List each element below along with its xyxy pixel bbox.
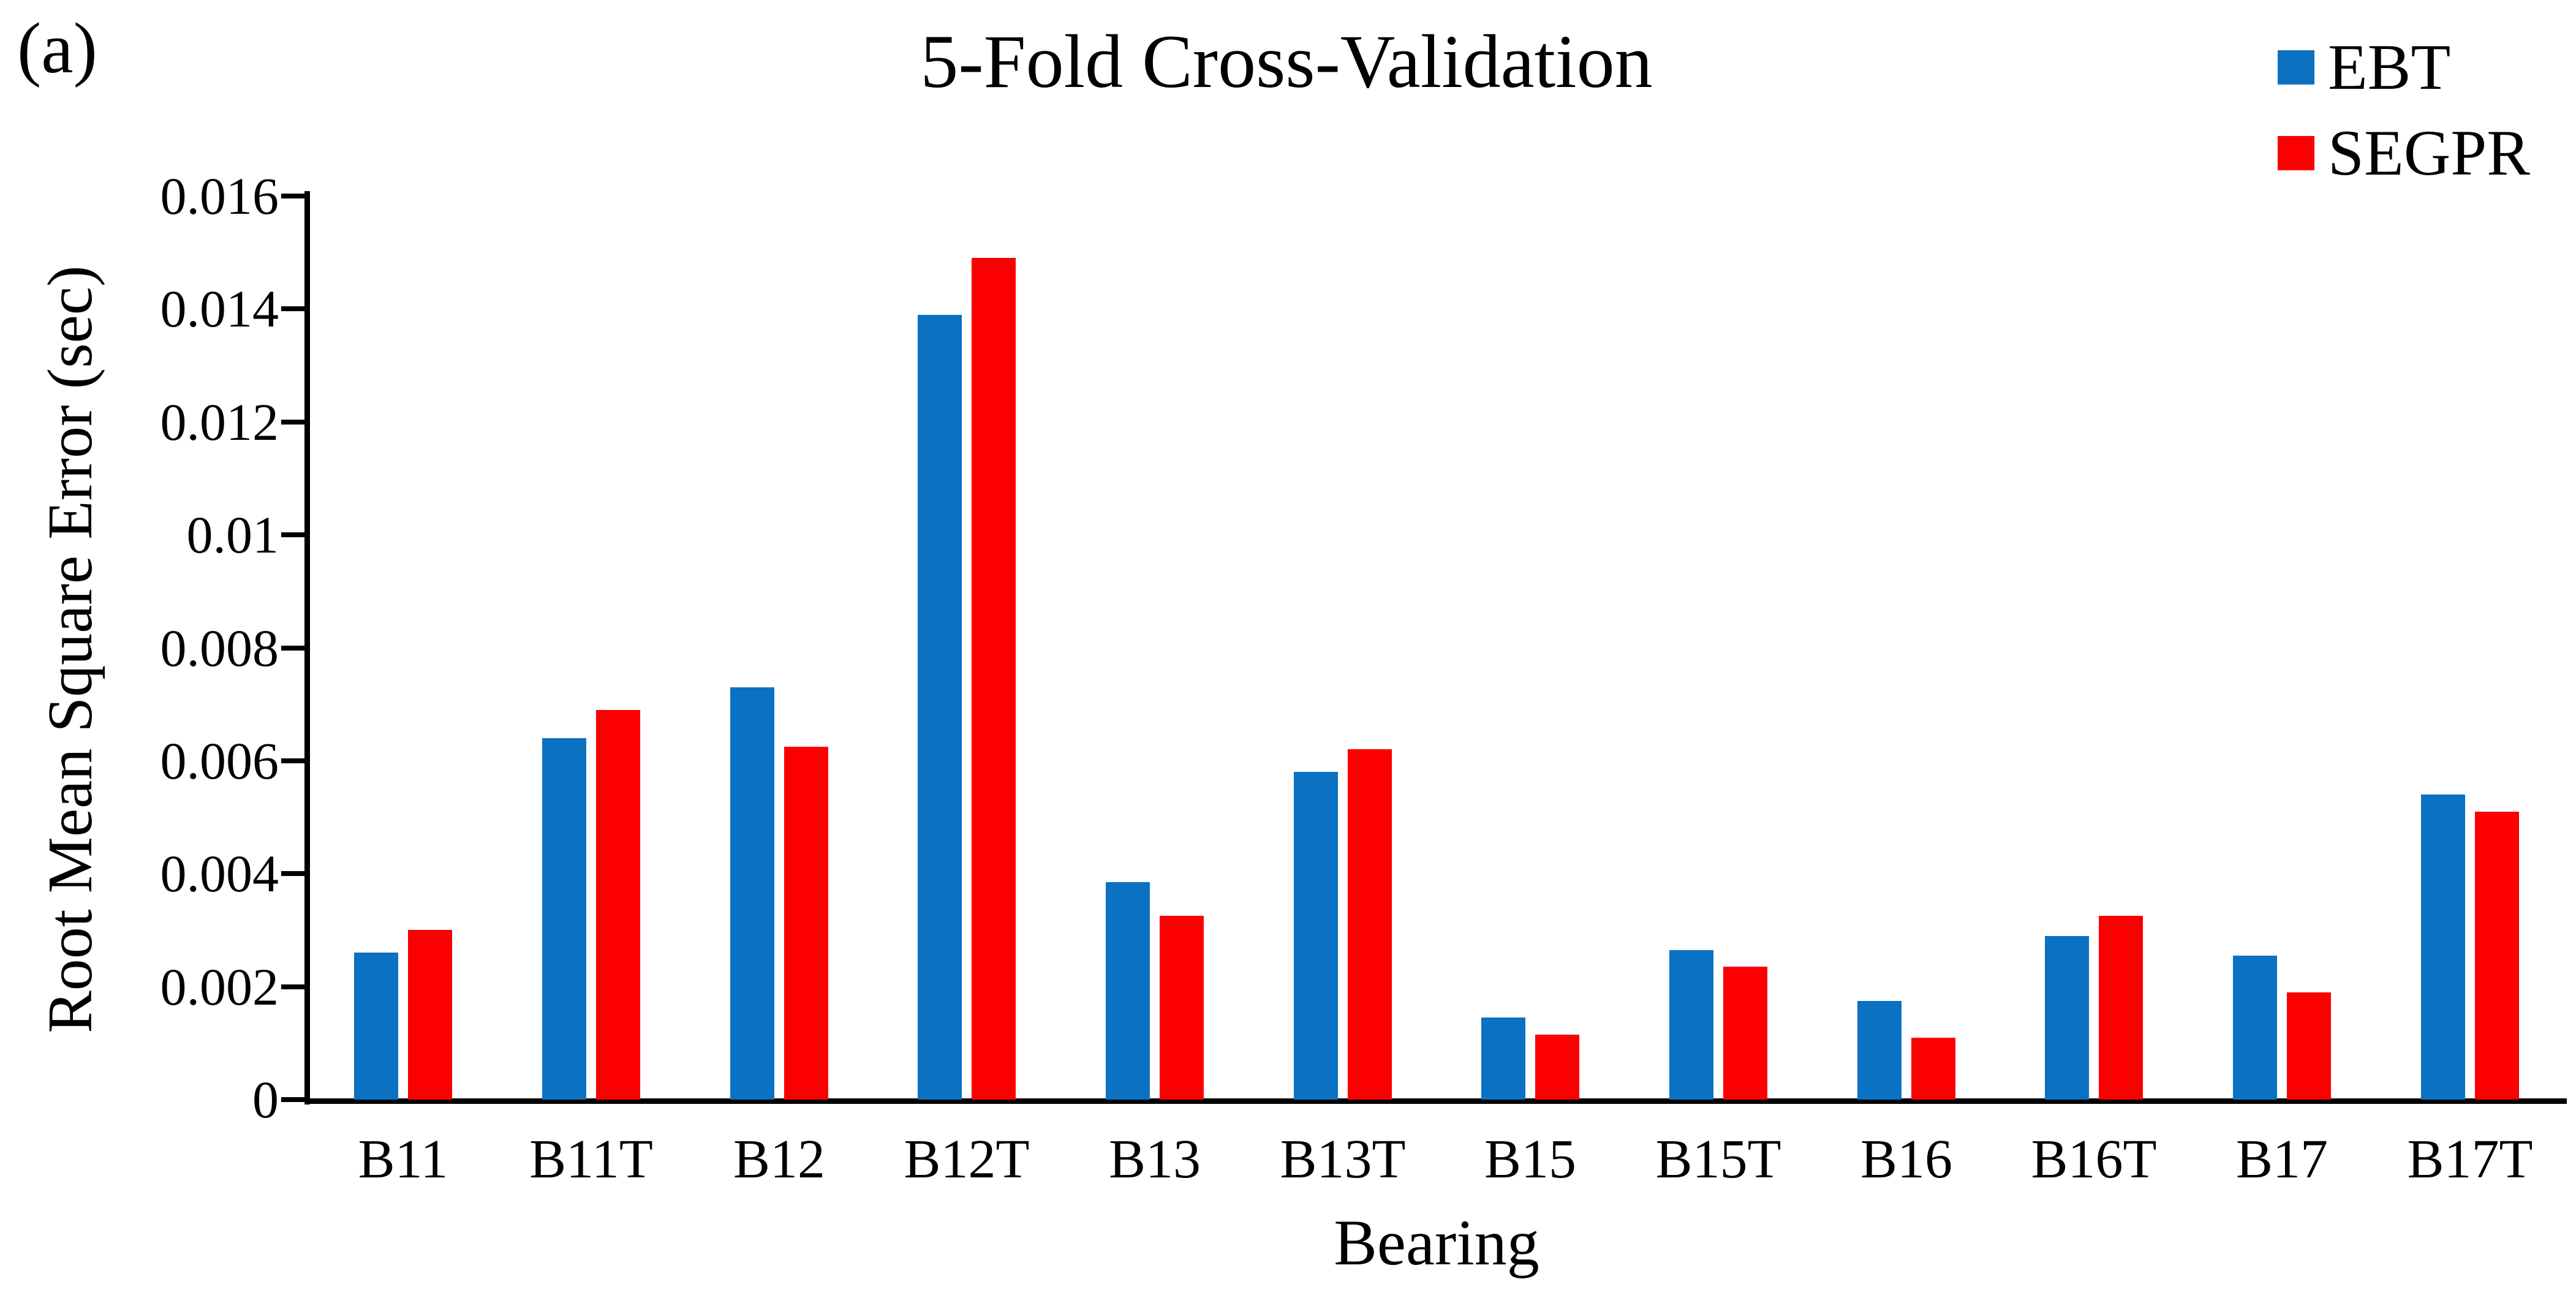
y-tick-label: 0 xyxy=(252,1070,279,1129)
bar-ebt-b11t xyxy=(542,738,586,1100)
x-category-label: B15 xyxy=(1484,1129,1577,1190)
y-axis-line xyxy=(304,191,310,1104)
bar-segpr-b17t xyxy=(2475,812,2519,1100)
x-category-label: B17T xyxy=(2407,1129,2533,1190)
bar-segpr-b11t xyxy=(596,710,640,1100)
y-tick-label: 0.002 xyxy=(160,957,279,1016)
y-tick-label: 0.012 xyxy=(160,392,279,451)
bar-ebt-b13 xyxy=(1106,882,1150,1100)
bar-ebt-b16t xyxy=(2045,936,2089,1100)
legend-swatch-segpr xyxy=(2278,136,2314,170)
legend-item-ebt: EBT xyxy=(2278,25,2530,110)
y-tick-mark xyxy=(281,194,306,198)
chart-title: 5-Fold Cross-Validation xyxy=(920,20,1653,104)
y-tick-label: 0.006 xyxy=(160,731,279,790)
y-tick-mark xyxy=(281,532,306,538)
x-category-label: B12 xyxy=(733,1129,826,1190)
y-tick-mark xyxy=(281,645,306,651)
bar-segpr-b15t xyxy=(1723,967,1767,1100)
bar-ebt-b17t xyxy=(2421,795,2465,1100)
bar-ebt-b11 xyxy=(354,953,398,1100)
legend: EBT SEGPR xyxy=(2278,25,2530,196)
x-category-label: B13T xyxy=(1280,1129,1406,1190)
y-tick-mark xyxy=(281,1097,306,1102)
bar-segpr-b16t xyxy=(2099,916,2143,1100)
y-tick-label: 0.01 xyxy=(186,505,279,565)
bar-segpr-b16 xyxy=(1911,1038,1955,1100)
bar-ebt-b12 xyxy=(730,687,774,1100)
y-tick-label: 0.016 xyxy=(160,167,279,225)
x-category-label: B16 xyxy=(1860,1129,1953,1190)
legend-label-ebt: EBT xyxy=(2328,31,2451,103)
x-category-label: B16T xyxy=(2031,1129,2157,1190)
bar-ebt-b12t xyxy=(918,315,962,1100)
y-axis-title: Root Mean Square Error (sec) xyxy=(35,265,105,1033)
bar-segpr-b13t xyxy=(1348,749,1392,1100)
x-category-label: B11 xyxy=(358,1129,448,1190)
bar-segpr-b12 xyxy=(784,747,828,1100)
bar-ebt-b15 xyxy=(1481,1018,1525,1100)
bar-segpr-b12t xyxy=(972,258,1016,1100)
x-axis-line xyxy=(304,1098,2567,1104)
bar-ebt-b16 xyxy=(1857,1001,1902,1100)
bar-segpr-b15 xyxy=(1535,1035,1579,1100)
legend-label-segpr: SEGPR xyxy=(2328,117,2530,189)
y-tick-mark xyxy=(281,306,306,312)
bar-segpr-b11 xyxy=(408,930,452,1100)
x-category-label: B13 xyxy=(1108,1129,1201,1190)
legend-item-segpr: SEGPR xyxy=(2278,110,2530,196)
bar-segpr-b17 xyxy=(2287,992,2331,1100)
y-tick-label: 0.004 xyxy=(160,844,279,904)
y-tick-mark xyxy=(281,871,306,877)
y-tick-label: 0.014 xyxy=(160,279,279,339)
bar-ebt-b13t xyxy=(1294,772,1338,1100)
figure-label: (a) xyxy=(17,8,97,88)
y-tick-mark xyxy=(281,419,306,425)
bar-ebt-b15t xyxy=(1669,950,1713,1100)
x-axis-title: Bearing xyxy=(1334,1207,1539,1278)
legend-swatch-ebt xyxy=(2278,50,2314,85)
y-tick-label: 0.008 xyxy=(160,618,279,678)
x-category-label: B15T xyxy=(1655,1129,1781,1190)
bar-ebt-b17 xyxy=(2233,956,2277,1100)
bar-segpr-b13 xyxy=(1160,916,1204,1100)
x-category-label: B17 xyxy=(2235,1129,2329,1190)
x-category-label: B11T xyxy=(529,1129,653,1190)
y-tick-mark xyxy=(281,984,306,989)
y-tick-mark xyxy=(281,758,306,763)
x-category-label: B12T xyxy=(904,1129,1030,1190)
